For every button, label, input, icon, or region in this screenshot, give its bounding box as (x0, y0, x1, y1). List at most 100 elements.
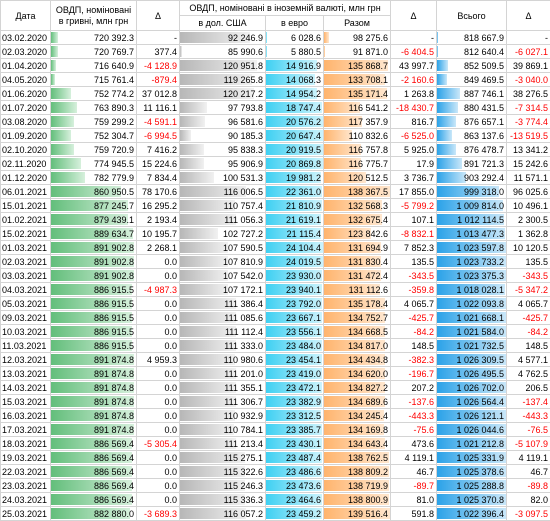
eur-bonds-cell[interactable]: 23 487.4 (266, 451, 324, 465)
uah-delta-cell[interactable]: 0.0 (137, 465, 180, 479)
uah-bonds-cell[interactable]: 886 569.4 (51, 465, 137, 479)
total-delta-cell[interactable]: 4 762.5 (507, 367, 550, 381)
uah-delta-cell[interactable]: -6 994.5 (137, 129, 180, 143)
total-cell[interactable]: 880 431.5 (437, 101, 507, 115)
fx-total-cell[interactable]: 139 516.4 (324, 507, 391, 521)
total-delta-cell[interactable]: 15 242.6 (507, 157, 550, 171)
eur-bonds-cell[interactable]: 21 619.1 (266, 213, 324, 227)
uah-delta-cell[interactable]: 0.0 (137, 493, 180, 507)
uah-bonds-cell[interactable]: 889 634.7 (51, 227, 137, 241)
total-delta-cell[interactable]: 10 496.1 (507, 199, 550, 213)
uah-delta-cell[interactable]: 15 224.6 (137, 157, 180, 171)
fx-total-cell[interactable]: 134 643.4 (324, 437, 391, 451)
usd-bonds-cell[interactable]: 96 581.6 (180, 115, 266, 129)
header-eur[interactable]: в евро (266, 16, 324, 31)
uah-delta-cell[interactable]: 10 195.7 (137, 227, 180, 241)
fx-total-cell[interactable]: 131 112.6 (324, 283, 391, 297)
uah-bonds-cell[interactable]: 891 874.8 (51, 367, 137, 381)
usd-bonds-cell[interactable]: 115 246.3 (180, 479, 266, 493)
date-cell[interactable]: 01.04.2020 (1, 59, 51, 73)
fx-total-cell[interactable]: 110 832.6 (324, 129, 391, 143)
uah-bonds-cell[interactable]: 720 392.3 (51, 31, 137, 45)
uah-delta-cell[interactable]: - (137, 31, 180, 45)
total-cell[interactable]: 852 509.5 (437, 59, 507, 73)
uah-bonds-cell[interactable]: 891 874.8 (51, 409, 137, 423)
usd-bonds-cell[interactable]: 110 932.9 (180, 409, 266, 423)
uah-bonds-cell[interactable]: 860 950.5 (51, 185, 137, 199)
fx-delta-cell[interactable]: 591.8 (391, 507, 437, 521)
date-cell[interactable]: 01.06.2020 (1, 87, 51, 101)
total-cell[interactable]: 863 137.6 (437, 129, 507, 143)
total-cell[interactable]: 1 013 477.3 (437, 227, 507, 241)
total-cell[interactable]: 1 026 309.5 (437, 353, 507, 367)
uah-bonds-cell[interactable]: 891 874.8 (51, 395, 137, 409)
fx-total-cell[interactable]: 135 171.4 (324, 87, 391, 101)
date-cell[interactable]: 13.03.2021 (1, 367, 51, 381)
fx-delta-cell[interactable]: 148.5 (391, 339, 437, 353)
fx-total-cell[interactable]: 138 800.9 (324, 493, 391, 507)
fx-total-cell[interactable]: 134 827.2 (324, 381, 391, 395)
fx-total-cell[interactable]: 134 169.8 (324, 423, 391, 437)
total-delta-cell[interactable]: -89.8 (507, 479, 550, 493)
uah-delta-cell[interactable]: 0.0 (137, 325, 180, 339)
header-uah-delta[interactable]: Δ (137, 1, 180, 31)
total-cell[interactable]: 1 009 814.0 (437, 199, 507, 213)
total-cell[interactable]: 1 023 375.3 (437, 269, 507, 283)
fx-delta-cell[interactable]: 81.0 (391, 493, 437, 507)
total-cell[interactable]: 903 292.4 (437, 171, 507, 185)
uah-delta-cell[interactable]: 2 268.1 (137, 241, 180, 255)
uah-bonds-cell[interactable]: 720 769.7 (51, 45, 137, 59)
usd-bonds-cell[interactable]: 95 838.3 (180, 143, 266, 157)
eur-bonds-cell[interactable]: 14 068.3 (266, 73, 324, 87)
uah-bonds-cell[interactable]: 891 902.8 (51, 269, 137, 283)
fx-delta-cell[interactable]: -5 799.2 (391, 199, 437, 213)
usd-bonds-cell[interactable]: 107 172.1 (180, 283, 266, 297)
header-total-delta[interactable]: Δ (507, 1, 550, 31)
date-cell[interactable]: 10.03.2021 (1, 325, 51, 339)
uah-delta-cell[interactable]: 7 834.4 (137, 171, 180, 185)
eur-bonds-cell[interactable]: 23 486.6 (266, 465, 324, 479)
date-cell[interactable]: 22.03.2021 (1, 465, 51, 479)
total-delta-cell[interactable]: 206.5 (507, 381, 550, 395)
uah-delta-cell[interactable]: 7 416.2 (137, 143, 180, 157)
usd-bonds-cell[interactable]: 107 590.5 (180, 241, 266, 255)
uah-bonds-cell[interactable]: 886 569.4 (51, 479, 137, 493)
usd-bonds-cell[interactable]: 111 056.3 (180, 213, 266, 227)
usd-bonds-cell[interactable]: 111 085.6 (180, 311, 266, 325)
fx-delta-cell[interactable]: -6 525.0 (391, 129, 437, 143)
uah-delta-cell[interactable]: -4 128.9 (137, 59, 180, 73)
usd-bonds-cell[interactable]: 92 246.9 (180, 31, 266, 45)
uah-delta-cell[interactable]: 0.0 (137, 269, 180, 283)
eur-bonds-cell[interactable]: 23 940.1 (266, 283, 324, 297)
uah-delta-cell[interactable]: 37 012.8 (137, 87, 180, 101)
total-cell[interactable]: 1 025 331.9 (437, 451, 507, 465)
usd-bonds-cell[interactable]: 111 213.4 (180, 437, 266, 451)
eur-bonds-cell[interactable]: 22 361.0 (266, 185, 324, 199)
fx-total-cell[interactable]: 131 830.4 (324, 255, 391, 269)
date-cell[interactable]: 01.02.2021 (1, 213, 51, 227)
eur-bonds-cell[interactable]: 6 028.6 (266, 31, 324, 45)
usd-bonds-cell[interactable]: 85 990.6 (180, 45, 266, 59)
uah-delta-cell[interactable]: 78 170.6 (137, 185, 180, 199)
fx-total-cell[interactable]: 138 367.5 (324, 185, 391, 199)
usd-bonds-cell[interactable]: 107 542.0 (180, 269, 266, 283)
fx-total-cell[interactable]: 134 668.5 (324, 325, 391, 339)
fx-delta-cell[interactable]: 816.7 (391, 115, 437, 129)
fx-delta-cell[interactable]: -359.8 (391, 283, 437, 297)
fx-total-cell[interactable]: 138 719.9 (324, 479, 391, 493)
usd-bonds-cell[interactable]: 116 057.2 (180, 507, 266, 521)
uah-bonds-cell[interactable]: 891 874.8 (51, 353, 137, 367)
total-delta-cell[interactable]: 38 276.5 (507, 87, 550, 101)
fx-delta-cell[interactable]: -137.6 (391, 395, 437, 409)
uah-delta-cell[interactable]: 0.0 (137, 395, 180, 409)
fx-delta-cell[interactable]: -343.5 (391, 269, 437, 283)
eur-bonds-cell[interactable]: 24 019.5 (266, 255, 324, 269)
usd-bonds-cell[interactable]: 110 757.4 (180, 199, 266, 213)
total-delta-cell[interactable]: 4 119.1 (507, 451, 550, 465)
eur-bonds-cell[interactable]: 23 472.1 (266, 381, 324, 395)
uah-bonds-cell[interactable]: 886 569.4 (51, 493, 137, 507)
total-delta-cell[interactable]: -84.2 (507, 325, 550, 339)
total-delta-cell[interactable]: -425.7 (507, 311, 550, 325)
eur-bonds-cell[interactable]: 23 430.1 (266, 437, 324, 451)
uah-bonds-cell[interactable]: 782 779.9 (51, 171, 137, 185)
